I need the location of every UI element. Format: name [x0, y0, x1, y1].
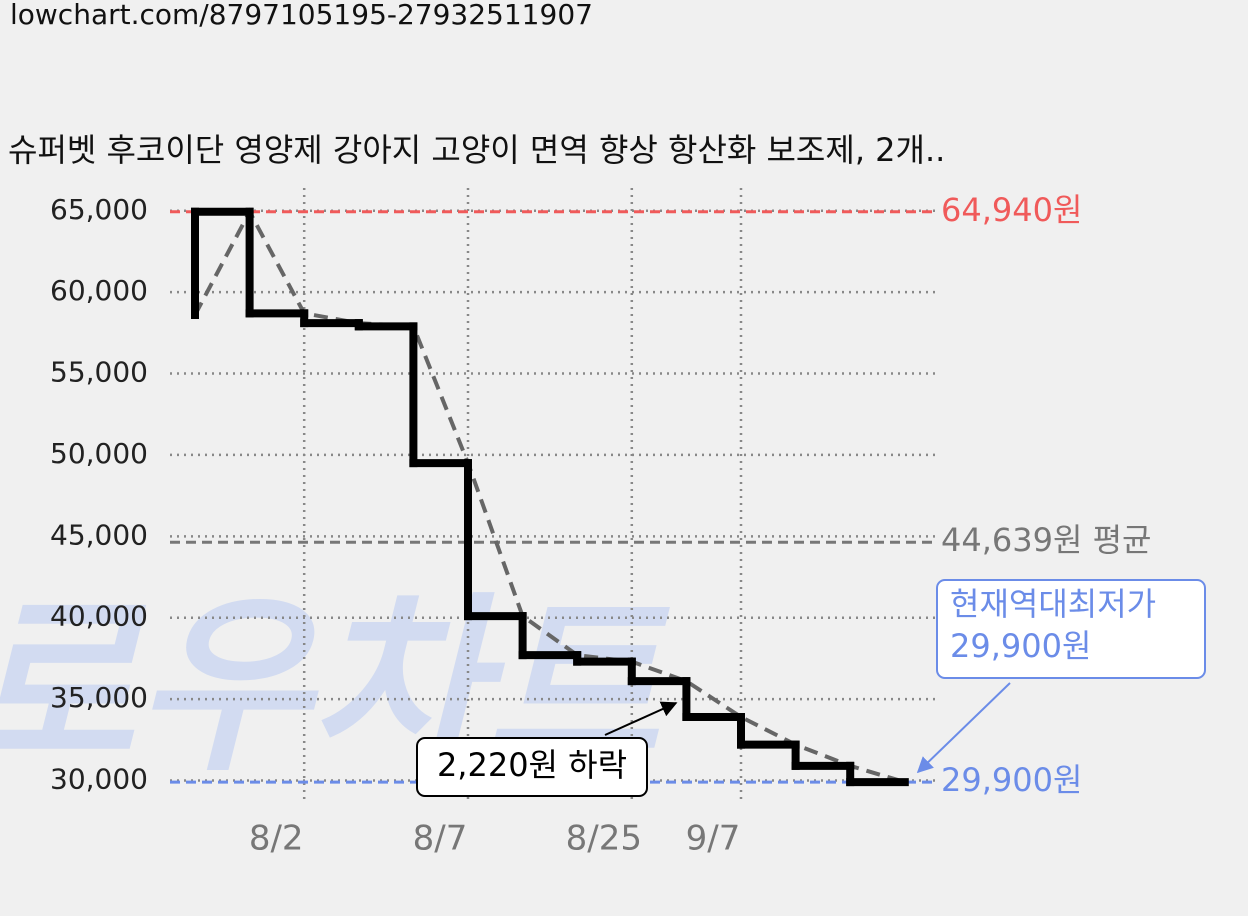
y-tick-label: 40,000 [50, 600, 148, 633]
y-tick-label: 50,000 [50, 437, 148, 470]
x-tick-label: 9/7 [686, 819, 741, 859]
callout-arrow [916, 682, 1011, 774]
callout-text: 현재역대최저가 [950, 585, 1156, 623]
y-tick-label: 45,000 [50, 518, 148, 551]
y-tick-label: 60,000 [50, 274, 148, 307]
callout-box [936, 579, 1206, 679]
x-tick-label: 8/25 [566, 819, 642, 859]
reference-label: 29,900원 [941, 761, 1082, 799]
y-tick-label: 65,000 [50, 193, 148, 226]
reference-label: 44,639원 평균 [941, 521, 1151, 559]
trend-line [193, 207, 906, 785]
y-tick-label: 30,000 [50, 762, 148, 795]
annotation-text: 2,220원 하락 [437, 746, 627, 784]
annotation-arrow [604, 701, 678, 736]
y-tick-label: 55,000 [50, 356, 148, 389]
y-tick-label: 35,000 [50, 681, 148, 714]
x-tick-label: 8/2 [249, 819, 304, 859]
reference-label: 64,940원 [941, 191, 1082, 229]
x-tick-label: 8/7 [413, 819, 468, 859]
chart-title: 슈퍼벳 후코이단 영양제 강아지 고양이 면역 향상 항산화 보조제, 2개.. [8, 131, 945, 169]
annotation-box [416, 737, 648, 797]
callout-text: 29,900원 [950, 627, 1091, 665]
url: lowchart.com/8797105195-27932511907 [10, 0, 593, 31]
